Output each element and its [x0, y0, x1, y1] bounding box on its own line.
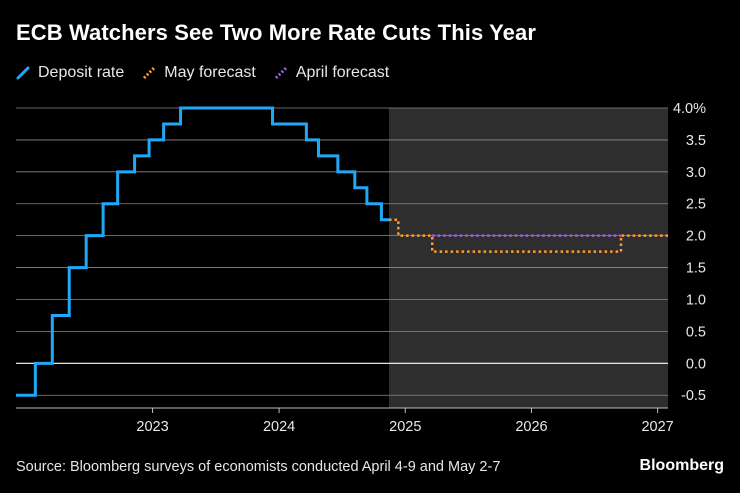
x-tick-label: 2023 [136, 419, 168, 435]
legend-item-deposit-rate: Deposit rate [16, 64, 124, 82]
x-tick-label: 2026 [515, 419, 547, 435]
chart-title: ECB Watchers See Two More Rate Cuts This… [16, 20, 537, 45]
y-tick-label: 2.0 [686, 229, 706, 245]
y-tick-label: -0.5 [681, 388, 706, 404]
legend-item-may-forecast: May forecast [142, 64, 256, 82]
y-tick-label: 4.0% [673, 101, 706, 117]
y-tick-label: 0.5 [686, 324, 706, 340]
legend-item-april-forecast: April forecast [274, 64, 389, 82]
y-tick-label: 3.5 [686, 133, 706, 149]
legend-label-may-forecast: May forecast [164, 64, 256, 81]
x-tick-label: 2027 [641, 419, 673, 435]
source-note: Source: Bloomberg surveys of economists … [16, 459, 501, 475]
y-tick-label: 1.0 [686, 292, 706, 308]
y-tick-label: 0.0 [686, 356, 706, 372]
legend-label-deposit-rate: Deposit rate [38, 64, 125, 81]
x-tick-label: 2025 [389, 419, 421, 435]
x-tick-label: 2024 [263, 419, 295, 435]
legend-swatch-deposit-rate [16, 66, 30, 80]
brand-logo: Bloomberg [639, 457, 724, 474]
y-tick-label: 1.5 [686, 261, 706, 277]
series-may-forecast [389, 218, 668, 253]
y-tick-label: 2.5 [686, 197, 706, 213]
series-deposit-rate [16, 106, 390, 397]
forecast-shaded-region [389, 108, 668, 408]
legend-label-april-forecast: April forecast [295, 64, 390, 81]
y-tick-label: 3.0 [686, 165, 706, 181]
chart-legend: Deposit rate May forecast April forecast [16, 64, 389, 82]
